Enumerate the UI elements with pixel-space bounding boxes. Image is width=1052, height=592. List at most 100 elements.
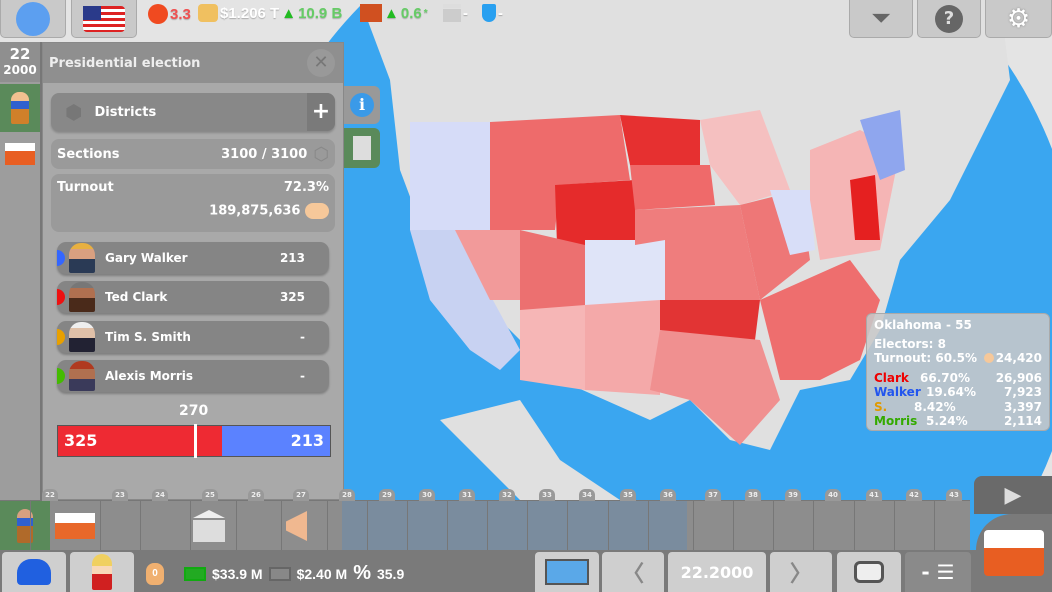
timeline-slot-active[interactable] [0, 501, 50, 550]
timeline-day-35[interactable]: 35 [620, 489, 636, 501]
timeline-day-33[interactable]: 33 [539, 489, 555, 501]
election-panel: Presidential election ✕ ⬢ Districts + Sec… [42, 42, 344, 500]
help-button[interactable]: ? [917, 0, 981, 38]
timeline-slot[interactable] [693, 501, 733, 550]
timeline-day-29[interactable]: 29 [379, 489, 395, 501]
flask-icon [482, 4, 496, 22]
timeline-slot[interactable] [934, 501, 974, 550]
timeline-slot[interactable] [100, 501, 140, 550]
timeline-day-34[interactable]: 34 [579, 489, 595, 501]
info-button[interactable]: i [344, 86, 380, 124]
inspect-button[interactable] [344, 128, 380, 168]
world-map-button[interactable] [535, 552, 599, 592]
arrow-up-icon: ▲ [281, 4, 297, 22]
timeline-slot[interactable] [648, 501, 688, 550]
approval-stat[interactable]: 3.3 [148, 4, 191, 24]
party-color-dot [57, 329, 65, 345]
timeline-slot[interactable] [854, 501, 894, 550]
timeline-day-41[interactable]: 41 [866, 489, 882, 501]
electoral-bar: 325 213 [57, 424, 331, 458]
rail-tab-candidates[interactable] [0, 84, 40, 132]
timeline-slot[interactable] [567, 501, 607, 550]
candidate-portrait [69, 361, 95, 391]
timeline-slot[interactable] [447, 501, 487, 550]
timeline-slot[interactable] [773, 501, 813, 550]
timeline-slot-ballot[interactable] [52, 506, 98, 546]
timeline-day-32[interactable]: 32 [499, 489, 515, 501]
timeline-day-43[interactable]: 43 [946, 489, 962, 501]
timeline-slot-megaphone[interactable] [278, 506, 324, 546]
next-button[interactable]: 〉 [770, 552, 832, 592]
timeline-slot[interactable] [407, 501, 447, 550]
leader-button[interactable] [70, 552, 134, 592]
expense-cash-icon [268, 566, 291, 581]
timeline-day-39[interactable]: 39 [785, 489, 801, 501]
candidate-portrait [69, 322, 95, 352]
timeline-day-23[interactable]: 23 [112, 489, 128, 501]
bar-blue-segment: 213 [222, 426, 330, 456]
globe-button[interactable] [0, 0, 66, 38]
timeline-day-30[interactable]: 30 [419, 489, 435, 501]
timeline-day-40[interactable]: 40 [825, 489, 841, 501]
candidate-row-morris[interactable]: Alexis Morris - [57, 360, 329, 392]
timeline-slot[interactable] [281, 501, 321, 550]
candidate-portrait [69, 243, 95, 273]
timeline-slot[interactable] [190, 501, 230, 550]
rail-tab-ballot[interactable] [0, 132, 40, 176]
timeline-slot[interactable] [140, 501, 180, 550]
timeline-slot[interactable] [367, 501, 407, 550]
actions-stat[interactable]: 0 $33.9 M $2.40 M % 35.9 [146, 562, 404, 585]
timeline-slot[interactable] [733, 501, 773, 550]
filter-button[interactable]: ⏷ [849, 0, 913, 38]
info-icon: i [350, 93, 374, 117]
candidate-row-smith[interactable]: Tim S. Smith - [57, 321, 329, 353]
candidate-row-clark[interactable]: Ted Clark 325 [57, 281, 329, 313]
country-flag-button[interactable] [71, 0, 137, 38]
play-button[interactable]: ▶ [974, 476, 1052, 514]
timeline-day-36[interactable]: 36 [660, 489, 676, 501]
timeline-day-26[interactable]: 26 [248, 489, 264, 501]
timeline-slot[interactable] [30, 501, 70, 550]
science-stat[interactable]: - [482, 4, 503, 22]
justice-stat[interactable]: - [443, 4, 468, 22]
close-button[interactable]: ✕ [307, 49, 335, 77]
timeline[interactable] [0, 500, 970, 550]
timeline-future-region [342, 501, 687, 550]
population-button[interactable] [2, 552, 66, 592]
timeline-day-42[interactable]: 42 [906, 489, 922, 501]
usa-flag-icon [83, 5, 125, 32]
timeline-slot[interactable] [487, 501, 527, 550]
menu-button[interactable]: - ☰ [905, 552, 971, 592]
timeline-day-38[interactable]: 38 [745, 489, 761, 501]
timeline-day-22[interactable]: 22 [42, 489, 58, 501]
timeline-slot[interactable] [527, 501, 567, 550]
settings-button[interactable]: ⚙ [985, 0, 1052, 38]
ballot-box-icon [984, 530, 1044, 576]
timeline-slot[interactable] [327, 501, 367, 550]
coins-icon [198, 4, 218, 22]
treasury-stat[interactable]: $1.206 T ▲ 10.9 B [198, 4, 342, 22]
previous-button[interactable]: 〈 [602, 552, 664, 592]
timeline-slot[interactable] [608, 501, 648, 550]
messages-button[interactable] [837, 552, 901, 592]
candidate-row-walker[interactable]: Gary Walker 213 [57, 242, 329, 274]
timeline-day-27[interactable]: 27 [293, 489, 309, 501]
end-turn-ballot-button[interactable] [976, 514, 1052, 592]
date-button[interactable]: 22.2000 [668, 552, 766, 592]
timeline-slot[interactable] [813, 501, 853, 550]
timeline-day-37[interactable]: 37 [705, 489, 721, 501]
timeline-slot[interactable] [236, 501, 276, 550]
timeline-slot[interactable] [894, 501, 934, 550]
percent-icon: % [353, 562, 371, 584]
timeline-day-24[interactable]: 24 [152, 489, 168, 501]
industry-stat[interactable]: ▲ 0.6 * [360, 4, 428, 22]
timeline-day-28[interactable]: 28 [339, 489, 355, 501]
timeline-day-25[interactable]: 25 [202, 489, 218, 501]
districts-dropdown[interactable]: ⬢ Districts + [51, 93, 335, 131]
turnout-box: Turnout 72.3% 189,875,636 [51, 174, 335, 232]
timeline-slot-courthouse[interactable] [186, 506, 232, 546]
timeline-day-31[interactable]: 31 [459, 489, 475, 501]
plus-button[interactable]: + [307, 93, 335, 131]
crowd-icon [983, 353, 994, 363]
